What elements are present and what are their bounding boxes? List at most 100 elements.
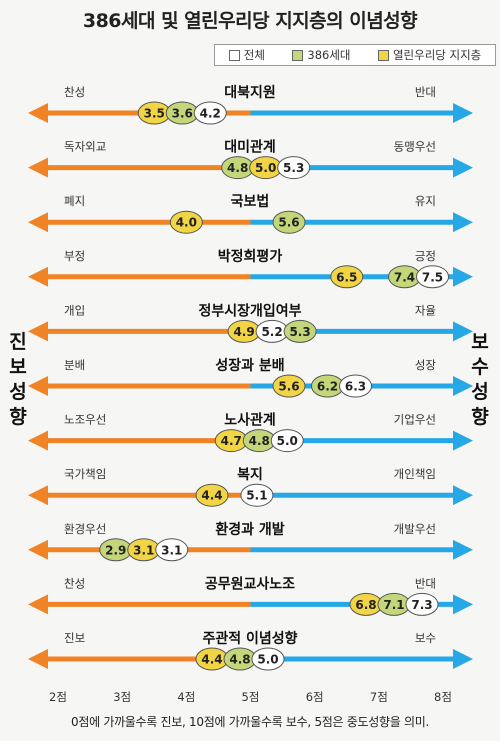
marker-overall xyxy=(405,592,439,616)
marker-overall xyxy=(270,429,304,453)
marker-uri xyxy=(330,265,364,289)
progressive-end-label: 찬성 xyxy=(64,85,85,99)
value-label-uri: 5.0 xyxy=(255,161,276,175)
legend-swatch-386 xyxy=(292,49,304,61)
marker-uri xyxy=(169,210,203,234)
value-label-gen386: 2.9 xyxy=(105,543,126,557)
value-label-uri: 4.9 xyxy=(233,325,254,339)
legend-item-uri: 열린우리당 지지층 xyxy=(377,47,482,63)
x-tick-label: 8점 xyxy=(434,690,452,704)
issue-label: 복지 xyxy=(237,467,263,483)
issue-label: 박정희평가 xyxy=(218,248,283,265)
marker-gen386 xyxy=(272,210,306,234)
conservative-end-label: 반대 xyxy=(415,576,436,590)
progressive-end-label: 진보 xyxy=(64,631,85,645)
conservative-end-label: 성장 xyxy=(415,358,437,372)
conservative-end-label: 반대 xyxy=(415,85,436,99)
x-tick-label: 4점 xyxy=(177,690,195,704)
value-label-gen386: 6.2 xyxy=(317,380,338,394)
marker-uri xyxy=(195,483,229,507)
value-label-overall: 6.3 xyxy=(345,380,366,394)
value-label-uri: 3.5 xyxy=(144,107,165,121)
value-label-gen386: 4.8 xyxy=(249,434,270,448)
marker-overall xyxy=(193,101,227,125)
progressive-end-label: 노조우선 xyxy=(64,413,106,427)
conservative-end-label: 보수 xyxy=(415,631,436,645)
legend-item-overall: 전체 xyxy=(228,47,265,63)
progressive-end-label: 환경우선 xyxy=(64,522,106,536)
value-label-gen386: 5.3 xyxy=(289,325,310,339)
legend-label-uri: 열린우리당 지지층 xyxy=(392,48,482,62)
marker-overall xyxy=(251,647,285,671)
legend: 전체 386세대 열린우리당 지지층 xyxy=(214,44,496,66)
marker-overall xyxy=(155,538,189,562)
value-label-uri: 5.6 xyxy=(278,380,299,394)
marker-overall xyxy=(416,265,449,289)
legend-item-386: 386세대 xyxy=(292,47,351,63)
progressive-end-label: 찬성 xyxy=(64,576,85,590)
issue-label: 국보법 xyxy=(231,194,270,210)
footnote: 0점에 가까울수록 진보, 10점에 가까울수록 보수, 5점은 중도성향을 의… xyxy=(71,715,429,729)
issue-label: 환경과 개발 xyxy=(215,521,284,538)
progressive-end-label: 부정 xyxy=(64,249,85,263)
value-label-uri: 4.7 xyxy=(221,434,242,448)
legend-label-386: 386세대 xyxy=(307,48,351,62)
x-tick-label: 7점 xyxy=(370,690,388,704)
conservative-end-label: 긍정 xyxy=(415,249,436,263)
conservative-end-label: 기업우선 xyxy=(394,413,436,427)
marker-overall xyxy=(277,156,311,180)
issue-label: 공무원교사노조 xyxy=(205,576,295,592)
progressive-end-label: 국가책임 xyxy=(64,467,106,481)
x-tick-label: 6점 xyxy=(306,690,324,704)
conservative-end-label: 개발우선 xyxy=(394,522,436,536)
value-label-gen386: 3.6 xyxy=(172,107,193,121)
value-label-gen386: 5.6 xyxy=(278,216,299,230)
issue-label: 대미관계 xyxy=(224,139,276,156)
value-label-overall: 5.0 xyxy=(257,653,278,667)
x-tick-label: 2점 xyxy=(49,690,67,704)
value-label-uri: 4.0 xyxy=(176,216,197,230)
value-label-overall: 5.0 xyxy=(277,434,298,448)
conservative-end-label: 동맹우선 xyxy=(394,140,436,154)
value-label-uri: 4.4 xyxy=(201,653,222,667)
value-label-overall: 7.5 xyxy=(422,270,443,284)
chart-title: 386세대 및 열린우리당 지지층의 이념성향 xyxy=(82,10,418,32)
progressive-end-label: 분배 xyxy=(64,358,85,372)
value-label-uri: 3.1 xyxy=(133,543,154,557)
x-tick-label: 5점 xyxy=(242,690,260,704)
marker-uri xyxy=(272,374,306,398)
conservative-end-label: 개인책임 xyxy=(394,467,436,481)
value-label-overall: 7.3 xyxy=(411,598,432,612)
progressive-end-label: 폐지 xyxy=(64,194,85,208)
conservative-end-label: 유지 xyxy=(415,194,436,208)
value-label-gen386: 7.1 xyxy=(383,598,404,612)
value-label-uri: 6.8 xyxy=(355,598,376,612)
value-label-overall: 5.3 xyxy=(283,161,304,175)
legend-swatch-overall xyxy=(228,49,240,61)
progressive-end-label: 독자외교 xyxy=(64,140,106,154)
x-tick-label: 3점 xyxy=(113,690,131,704)
marker-overall xyxy=(240,483,274,507)
value-label-overall: 5.1 xyxy=(246,489,267,503)
legend-label-overall: 전체 xyxy=(243,48,265,62)
value-label-overall: 4.2 xyxy=(200,107,221,121)
issue-label: 노사관계 xyxy=(224,412,276,429)
issue-label: 성장과 분배 xyxy=(215,357,284,374)
progressive-end-label: 개입 xyxy=(64,303,85,317)
value-label-uri: 4.4 xyxy=(201,489,222,503)
value-label-gen386: 7.4 xyxy=(394,270,415,284)
value-label-overall: 3.1 xyxy=(161,543,182,557)
value-label-uri: 6.5 xyxy=(336,270,357,284)
conservative-end-label: 자율 xyxy=(415,303,436,317)
value-label-gen386: 4.8 xyxy=(227,161,248,175)
marker-gen386 xyxy=(283,319,317,343)
issue-label: 정부시장개입여부 xyxy=(198,302,301,319)
issue-label: 주관적 이념성향 xyxy=(202,630,297,647)
legend-swatch-uri xyxy=(377,49,389,61)
issue-label: 대북지원 xyxy=(224,85,276,101)
value-label-overall: 5.2 xyxy=(261,325,282,339)
marker-overall xyxy=(339,374,372,398)
